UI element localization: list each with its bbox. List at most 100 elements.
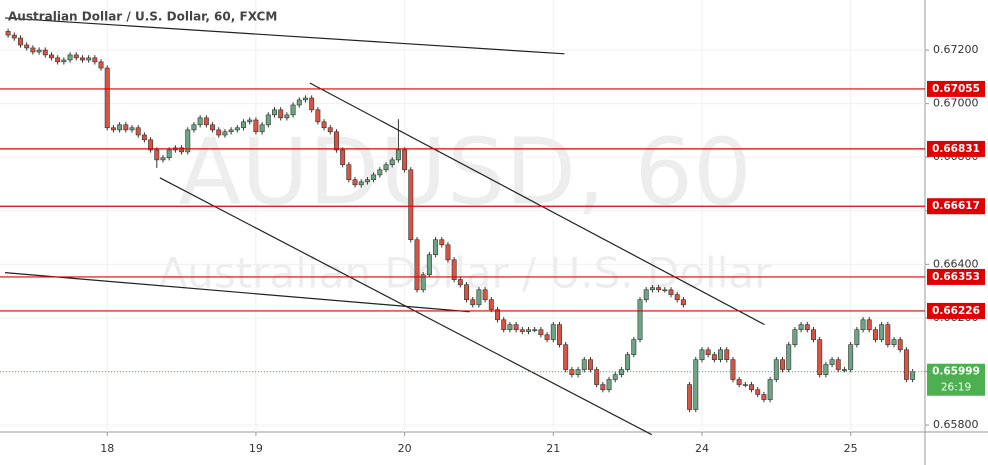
candle-body — [773, 359, 779, 380]
candle-body — [241, 121, 246, 129]
candle-body — [872, 329, 878, 340]
candle-body — [526, 329, 531, 332]
candle-body — [321, 121, 327, 129]
candle-body — [154, 149, 160, 161]
candle-body — [625, 354, 631, 370]
x-tick-label: 25 — [844, 442, 858, 455]
candle-body — [848, 344, 854, 370]
candle-body — [457, 279, 463, 285]
candle-body — [656, 287, 662, 291]
candle-body — [414, 239, 420, 291]
candle-body — [371, 174, 377, 181]
candle-body — [265, 114, 271, 126]
candle-body — [110, 127, 116, 131]
y-tick-label: 0.66400 — [933, 257, 979, 270]
candle-body — [786, 344, 792, 370]
candle-body — [470, 299, 476, 306]
candle-body — [210, 124, 216, 131]
candle-body — [854, 329, 860, 345]
candle-body — [767, 379, 773, 400]
candle-body — [259, 124, 265, 133]
candle-body — [693, 359, 699, 410]
level-label: 0.66353 — [932, 271, 980, 283]
candle-body — [408, 169, 414, 241]
candle-body — [42, 49, 48, 56]
x-tick-label: 20 — [398, 442, 412, 455]
candle-body — [569, 369, 575, 375]
candle-body — [699, 349, 705, 360]
candle-body — [191, 124, 197, 131]
candle-body — [550, 324, 556, 340]
candle-body — [290, 104, 296, 116]
candle-body — [395, 149, 401, 161]
candle-body — [631, 339, 637, 355]
y-tick-label: 0.65800 — [933, 418, 979, 431]
candle-body — [755, 389, 761, 395]
candle-body — [495, 309, 500, 321]
candle-body — [792, 329, 798, 345]
candle-body — [185, 129, 191, 153]
candle-body — [426, 254, 432, 276]
candle-body — [742, 384, 748, 386]
trend-line — [4, 272, 470, 313]
candle-body — [612, 374, 618, 380]
x-tick-label: 21 — [546, 442, 560, 455]
candle-body — [668, 289, 674, 295]
candle-body — [67, 54, 73, 61]
candle-body — [730, 359, 736, 380]
candle-body — [216, 129, 222, 136]
candle-body — [662, 289, 668, 292]
candle-body — [600, 384, 606, 390]
candle-body — [637, 299, 643, 340]
level-badge — [927, 302, 985, 319]
x-tick-label: 18 — [100, 442, 114, 455]
candle-body — [18, 37, 23, 46]
candle-body — [377, 169, 383, 176]
candle-body — [389, 159, 395, 166]
candle-body — [129, 127, 135, 131]
candle-body — [166, 149, 172, 159]
candle-body — [433, 239, 439, 256]
trend-line — [4, 17, 565, 55]
candle-body — [860, 319, 866, 330]
candle-body — [439, 239, 445, 246]
countdown: 26:19 — [941, 382, 971, 394]
candle-body — [364, 179, 370, 183]
candle-body — [464, 284, 470, 300]
level-badge — [927, 140, 985, 157]
candle-body — [309, 97, 315, 111]
candle-body — [488, 299, 494, 310]
candle-body — [736, 379, 742, 385]
candle-body — [445, 244, 451, 261]
candle-body — [327, 127, 333, 133]
candle-body — [296, 99, 302, 106]
x-tick-label: 24 — [695, 442, 709, 455]
last-price-label: 0.65999 — [932, 366, 980, 378]
candle-body — [36, 49, 42, 53]
x-tick-label: 19 — [249, 442, 263, 455]
candle-body — [222, 131, 228, 136]
candle-body — [148, 139, 154, 151]
candle-body — [835, 359, 841, 370]
candle-body — [804, 324, 810, 330]
candle-body — [352, 179, 358, 186]
candle-body — [228, 129, 234, 133]
candle-body — [5, 31, 11, 36]
candle-body — [910, 371, 916, 380]
candle-body — [86, 57, 92, 61]
candle-body — [383, 164, 389, 171]
candle-body — [823, 364, 829, 375]
candle-body — [841, 369, 847, 371]
candle-body — [687, 384, 693, 410]
candle-body — [718, 349, 724, 360]
candle-body — [79, 57, 85, 61]
candle-body — [30, 47, 36, 53]
candle-body — [879, 324, 885, 340]
candle-body — [123, 124, 129, 131]
level-badge — [927, 268, 985, 285]
candle-body — [402, 149, 408, 171]
candle-body — [544, 334, 550, 340]
candle-body — [594, 369, 600, 385]
candle-body — [885, 324, 891, 345]
